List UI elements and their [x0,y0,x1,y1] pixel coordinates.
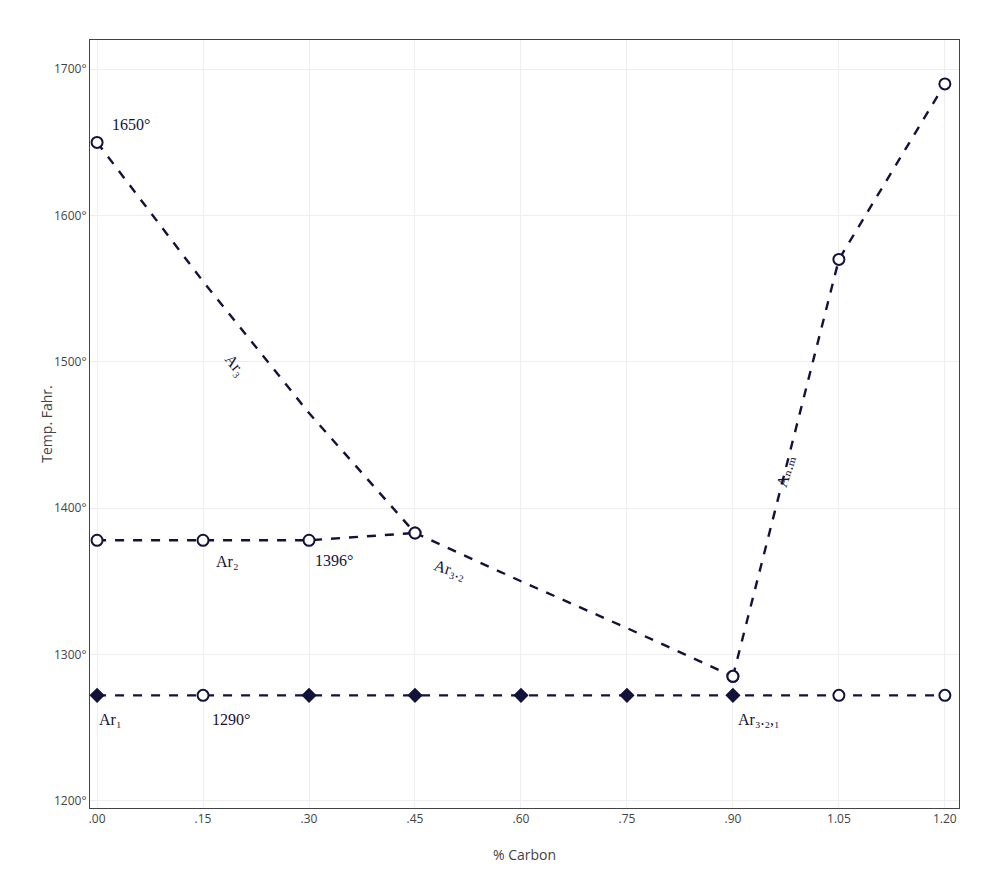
svg-text:1600°: 1600° [54,207,87,224]
svg-text:1400°: 1400° [54,499,87,516]
svg-text:1200°: 1200° [54,792,87,809]
svg-text:Temp. Fahr.: Temp. Fahr. [37,385,56,462]
svg-text:.90: .90 [724,810,741,827]
svg-text:.00: .00 [89,810,106,827]
svg-text:1650°: 1650° [112,116,150,133]
svg-text:.30: .30 [301,810,318,827]
svg-text:1500°: 1500° [54,353,87,370]
svg-text:Ar₁: Ar₁ [99,711,121,728]
svg-text:1300°: 1300° [54,646,87,663]
svg-text:1396°: 1396° [315,552,353,569]
svg-text:1290°: 1290° [212,711,250,728]
svg-text:1700°: 1700° [54,60,87,77]
svg-text:.45: .45 [407,810,424,827]
svg-text:1.05: 1.05 [827,810,851,827]
svg-text:Aₙ.ₘ: Aₙ.ₘ [773,453,799,489]
svg-text:1.20: 1.20 [933,810,957,827]
svg-text:.75: .75 [619,810,636,827]
svg-text:Ar₃.₂,₁: Ar₃.₂,₁ [738,711,780,728]
svg-text:.15: .15 [195,810,212,827]
svg-text:.60: .60 [513,810,530,827]
svg-text:Ar₃.₂: Ar₃.₂ [432,556,468,582]
svg-text:% Carbon: % Carbon [493,845,556,864]
svg-text:Ar₂: Ar₂ [216,553,238,570]
svg-text:Ar₃: Ar₃ [222,351,249,379]
